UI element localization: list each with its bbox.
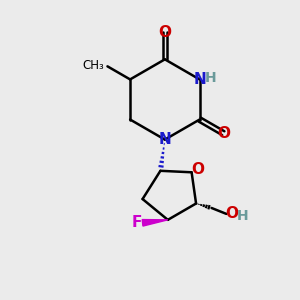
Text: O: O — [225, 206, 238, 221]
Text: O: O — [217, 126, 230, 141]
Text: O: O — [192, 162, 205, 177]
Polygon shape — [142, 220, 168, 226]
Text: N: N — [158, 132, 171, 147]
Text: CH₃: CH₃ — [82, 59, 104, 72]
Text: N: N — [193, 72, 206, 87]
Text: F: F — [131, 215, 142, 230]
Text: O: O — [158, 25, 171, 40]
Text: H: H — [237, 209, 248, 223]
Text: H: H — [205, 71, 217, 85]
